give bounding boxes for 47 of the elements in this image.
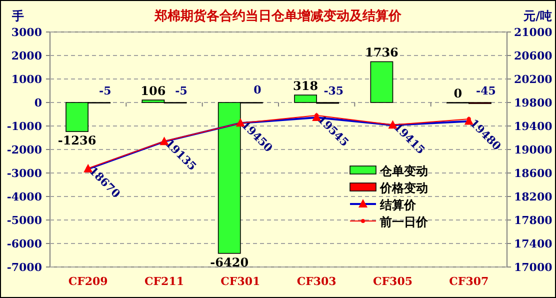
y2-tick-label: 20200	[514, 73, 553, 86]
y2-tick-label: 21000	[514, 26, 553, 39]
y2-tick-label: 17000	[514, 261, 553, 274]
legend-label: 仓单变动	[379, 164, 428, 178]
y-tick-label: 0	[34, 96, 42, 110]
y-tick-label: 3000	[11, 26, 42, 39]
data-label: 0	[254, 84, 262, 96]
y2-tick-label: 18600	[514, 167, 553, 180]
x-tick-label: CF301	[220, 275, 260, 288]
y2-tick-label: 18200	[514, 190, 553, 204]
data-label: -1236	[58, 134, 96, 148]
y-tick-label: -1000	[6, 120, 42, 133]
data-label: 318	[293, 79, 318, 94]
y-tick-label: -7000	[6, 261, 42, 274]
data-label: -5	[99, 84, 112, 98]
data-label: -45	[476, 84, 496, 98]
legend-label: 价格变动	[379, 181, 428, 195]
chart-title: 郑棉期货各合约当日仓单增减变动及结算价	[154, 8, 402, 24]
y2-axis-title: 元/吨	[522, 9, 552, 23]
y2-tick-label: 19400	[514, 120, 553, 133]
y2-tick-label: 19800	[514, 96, 553, 110]
legend-label: 结算价	[379, 198, 417, 212]
bar	[370, 61, 394, 103]
y-axis-title: 手	[11, 9, 24, 23]
y-tick-label: -2000	[6, 144, 42, 156]
data-label: -5	[175, 84, 188, 98]
data-label: 1736	[365, 46, 398, 60]
data-label: -6420	[210, 255, 249, 270]
y-tick-label: -3000	[6, 167, 42, 180]
data-label: -35	[324, 84, 344, 98]
data-label: 106	[140, 84, 166, 98]
y-tick-label: -5000	[6, 214, 42, 227]
y-tick-label: -6000	[6, 238, 42, 250]
y-tick-label: -4000	[6, 190, 42, 204]
y-tick-label: 1000	[11, 73, 42, 86]
legend-label: 前一日价	[379, 215, 429, 229]
x-tick-label: CF209	[68, 275, 108, 288]
x-tick-label: CF305	[372, 275, 413, 288]
x-tick-label: CF211	[144, 275, 184, 288]
y-tick-label: 2000	[11, 50, 42, 62]
y2-tick-label: 19000	[514, 144, 553, 156]
y2-tick-label: 17400	[514, 238, 553, 250]
y2-tick-label: 20600	[514, 50, 553, 62]
x-tick-label: CF307	[449, 275, 489, 288]
data-label: 0	[454, 86, 462, 100]
y2-tick-label: 17800	[514, 214, 553, 227]
x-tick-label: CF303	[296, 275, 336, 288]
